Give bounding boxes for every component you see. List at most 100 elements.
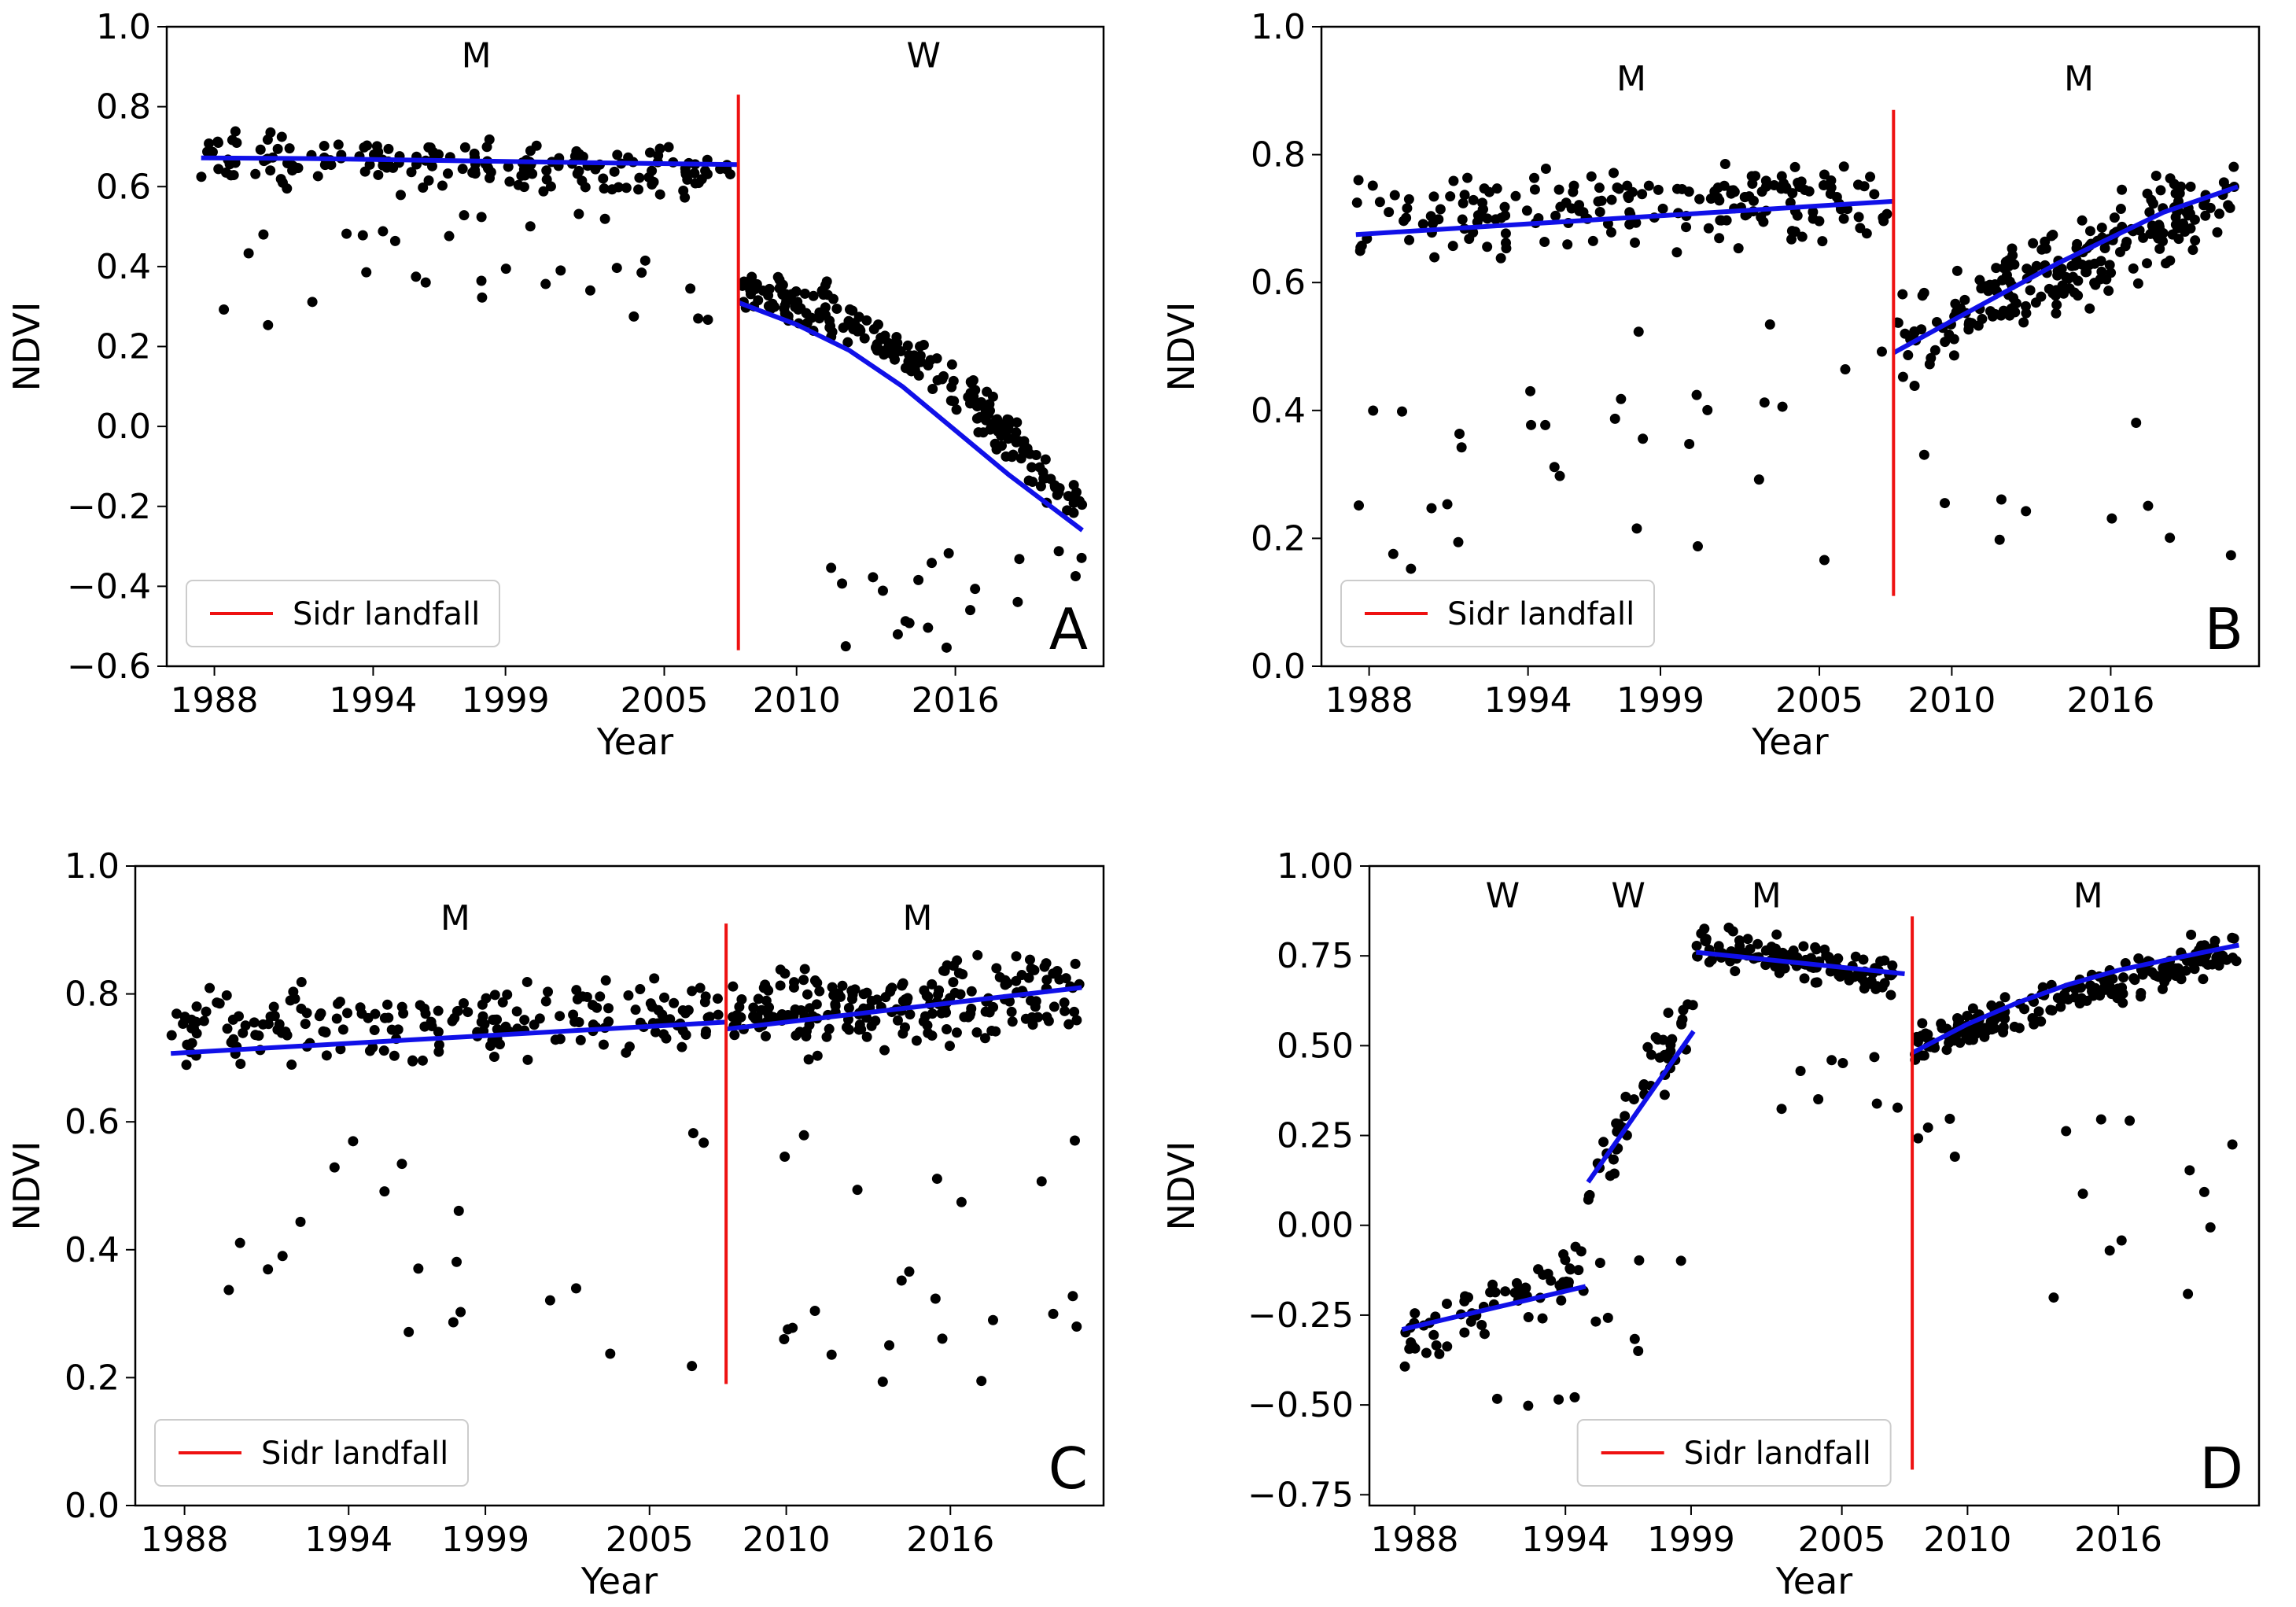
data-point: [812, 1050, 823, 1061]
data-point: [1574, 200, 1585, 211]
data-point: [502, 990, 513, 1001]
data-point: [1979, 1023, 1990, 1034]
segment-label: M: [2064, 59, 2094, 99]
data-point: [783, 1009, 794, 1020]
data-point: [296, 1003, 307, 1014]
data-point: [1071, 1321, 1082, 1332]
data-point: [1454, 429, 1465, 440]
data-point: [2231, 956, 2242, 967]
data-point: [1701, 936, 1712, 947]
data-point: [752, 1014, 763, 1025]
data-point: [639, 255, 650, 266]
data-point: [879, 1045, 890, 1056]
data-point: [315, 1008, 326, 1019]
data-point: [1903, 350, 1914, 361]
data-point: [1354, 245, 1365, 256]
data-point: [956, 1196, 967, 1207]
data-point: [859, 333, 870, 344]
data-point: [1076, 552, 1087, 563]
data-point: [361, 267, 372, 278]
data-point: [2150, 170, 2161, 181]
data-point: [1404, 234, 1415, 245]
data-point: [913, 574, 924, 585]
data-point: [1389, 190, 1400, 201]
data-point: [573, 1016, 584, 1027]
data-point: [181, 1060, 192, 1071]
data-point: [249, 1017, 260, 1028]
data-point: [575, 1034, 586, 1045]
data-point: [1007, 1016, 1018, 1027]
data-point: [2158, 963, 2169, 974]
data-point: [1476, 1319, 1487, 1330]
data-point: [1853, 969, 1864, 980]
data-point: [182, 1039, 193, 1050]
data-point: [230, 126, 241, 137]
data-point: [628, 311, 639, 322]
data-point: [1002, 425, 1013, 436]
data-point: [1605, 1170, 1616, 1181]
data-point: [451, 1256, 463, 1267]
x-tick-label: 1994: [1521, 1520, 1609, 1560]
data-point: [1948, 350, 1959, 361]
data-point: [700, 1029, 711, 1040]
data-point: [1011, 951, 1022, 962]
chart-panel-d: 1988 1994 1999 2005 2010 2016 −0.75 −0.50 −0.25 0…: [1160, 846, 2261, 1602]
data-point: [944, 1041, 955, 1052]
data-point: [1351, 197, 1362, 208]
plot-frame: [1320, 25, 2261, 668]
data-point: [300, 1019, 311, 1030]
data-point: [2190, 235, 2201, 246]
data-point: [915, 341, 926, 352]
data-point: [866, 995, 877, 1006]
data-point: [923, 1027, 934, 1038]
data-point: [1069, 1006, 1080, 1017]
data-point: [544, 1295, 555, 1306]
data-point: [1748, 195, 1759, 206]
data-point: [1991, 263, 2002, 274]
data-point: [2131, 418, 2142, 429]
data-point: [942, 1024, 953, 1035]
data-point: [1074, 496, 1085, 507]
legend-label: Sidr landfall: [1684, 1436, 1871, 1472]
data-point: [1482, 213, 1493, 224]
data-point: [693, 313, 704, 324]
data-point: [1963, 317, 1974, 328]
y-tick-label: 0.8: [96, 87, 151, 127]
data-point: [798, 1130, 809, 1141]
data-point: [1428, 1329, 1439, 1340]
data-point: [916, 356, 927, 367]
data-point: [923, 622, 934, 633]
data-point: [1069, 1135, 1080, 1146]
data-point: [1796, 176, 1807, 187]
y-tick-label: −0.50: [1248, 1385, 1354, 1425]
data-point: [779, 1152, 791, 1163]
data-point: [2125, 1115, 2136, 1126]
data-point: [927, 979, 938, 990]
data-point: [1800, 185, 1811, 196]
data-point: [748, 1002, 759, 1013]
data-point: [1553, 184, 1564, 195]
data-point: [2227, 932, 2238, 943]
data-point: [2095, 1114, 2106, 1125]
data-point: [972, 949, 983, 960]
data-point: [1426, 503, 1437, 514]
data-point: [1694, 194, 1705, 205]
data-point: [2187, 245, 2198, 256]
data-point: [1040, 454, 1051, 465]
data-point: [1977, 314, 1988, 325]
y-tick-label: 0.2: [96, 327, 151, 367]
data-point: [603, 1016, 614, 1027]
data-point: [2037, 982, 2048, 993]
data-point: [828, 293, 839, 304]
data-point: [1733, 243, 1744, 254]
data-point: [404, 1326, 415, 1337]
data-point: [2143, 500, 2154, 511]
data-point: [927, 558, 938, 569]
data-point: [223, 1284, 234, 1296]
data-point: [2036, 291, 2047, 302]
data-point: [265, 165, 276, 176]
data-point: [1500, 210, 1511, 221]
data-point: [1549, 462, 1560, 473]
data-point: [945, 395, 956, 406]
data-point: [879, 334, 890, 345]
